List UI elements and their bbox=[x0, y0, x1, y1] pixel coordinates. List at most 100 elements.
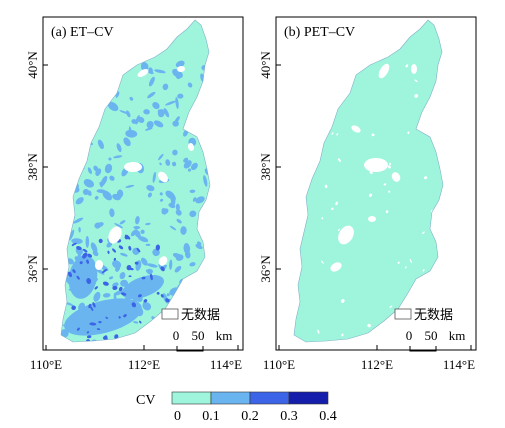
raster-patch bbox=[61, 90, 70, 96]
raster-patch bbox=[85, 235, 90, 248]
raster-patch bbox=[126, 264, 132, 271]
raster-patch bbox=[154, 69, 166, 74]
raster-patch bbox=[192, 197, 197, 202]
raster-patch bbox=[114, 334, 119, 340]
raster-patch bbox=[82, 188, 90, 195]
class-0-0.1-area bbox=[294, 20, 443, 342]
raster-patch bbox=[142, 302, 152, 311]
raster-patch bbox=[131, 302, 137, 308]
raster-patch bbox=[61, 269, 66, 276]
raster-patch bbox=[202, 97, 208, 103]
cv-raster bbox=[294, 20, 443, 342]
raster-patch bbox=[94, 260, 104, 270]
raster-patch bbox=[98, 321, 102, 324]
raster-patch bbox=[96, 328, 101, 331]
raster-patch bbox=[73, 141, 83, 151]
raster-patch bbox=[68, 255, 98, 299]
raster-patch bbox=[359, 61, 362, 64]
raster-patch bbox=[323, 74, 328, 78]
raster-patch bbox=[103, 336, 108, 341]
raster-patch bbox=[321, 260, 324, 264]
raster-patch bbox=[215, 165, 220, 170]
legend-title: CV bbox=[136, 393, 155, 408]
raster-patch bbox=[331, 132, 334, 135]
raster-patch bbox=[109, 208, 115, 218]
raster-patch bbox=[158, 153, 164, 161]
raster-patch bbox=[88, 132, 93, 140]
raster-patch bbox=[120, 292, 127, 296]
raster-patch bbox=[61, 248, 64, 254]
scale-bar: 0 50 km bbox=[406, 328, 465, 352]
raster-patch bbox=[152, 171, 156, 183]
scale-unit: km bbox=[216, 328, 233, 343]
raster-patch bbox=[64, 298, 142, 336]
map-frame bbox=[42, 16, 244, 351]
raster-patch bbox=[109, 175, 115, 181]
raster-patch bbox=[322, 65, 326, 69]
raster-patch bbox=[389, 305, 393, 308]
raster-patch bbox=[140, 229, 145, 234]
raster-patch bbox=[137, 294, 142, 298]
legend-swatch bbox=[171, 391, 212, 405]
raster-patch bbox=[204, 323, 210, 329]
raster-patch bbox=[154, 340, 163, 342]
raster-patch bbox=[207, 277, 210, 283]
raster-patch bbox=[203, 131, 210, 138]
raster-patch bbox=[125, 184, 135, 188]
raster-patch bbox=[168, 345, 175, 348]
raster-patch bbox=[66, 105, 73, 111]
raster-patch bbox=[189, 189, 196, 193]
raster-patch bbox=[214, 106, 221, 114]
raster-patch bbox=[183, 157, 189, 163]
raster-patch bbox=[146, 185, 155, 192]
raster-patch bbox=[94, 99, 104, 108]
raster-patch bbox=[64, 178, 68, 183]
raster-patch bbox=[108, 339, 112, 342]
raster-patch bbox=[153, 333, 158, 339]
raster-patch bbox=[195, 243, 203, 250]
raster-patch bbox=[407, 131, 410, 135]
raster-patch bbox=[115, 91, 120, 98]
raster-patch bbox=[149, 334, 155, 341]
raster-patch bbox=[93, 291, 101, 302]
raster-patch bbox=[196, 241, 202, 246]
raster-patch bbox=[367, 323, 371, 328]
nodata-swatch bbox=[161, 308, 179, 320]
raster-patch bbox=[159, 334, 165, 340]
raster-patch bbox=[61, 290, 63, 296]
raster-patch bbox=[135, 215, 140, 225]
raster-patch bbox=[112, 248, 117, 253]
raster-patch bbox=[331, 207, 334, 210]
raster-patch bbox=[336, 133, 339, 136]
scale-zero: 0 bbox=[173, 328, 180, 343]
legend-break-label: 0.4 bbox=[319, 409, 337, 424]
map-frame bbox=[275, 16, 477, 351]
raster-patch bbox=[79, 261, 83, 265]
raster-patch bbox=[123, 137, 131, 147]
raster-patch bbox=[89, 122, 97, 132]
legend-swatches bbox=[171, 391, 329, 405]
raster-patch bbox=[76, 246, 82, 251]
raster-patch bbox=[179, 288, 185, 292]
raster-patch bbox=[203, 175, 208, 187]
raster-patch bbox=[204, 204, 210, 212]
raster-patch bbox=[113, 155, 123, 159]
raster-patch bbox=[378, 63, 390, 79]
raster-patch bbox=[88, 303, 92, 309]
raster-patch bbox=[368, 193, 373, 197]
raster-patch bbox=[422, 231, 425, 235]
raster-patch bbox=[159, 198, 164, 202]
raster-patch bbox=[388, 190, 391, 193]
raster-patch bbox=[189, 262, 196, 267]
raster-patch bbox=[147, 192, 152, 198]
raster-patch bbox=[115, 67, 120, 73]
scale-bar: 0 50 km bbox=[173, 328, 233, 352]
raster-patch bbox=[143, 299, 148, 303]
raster-patch bbox=[110, 340, 117, 342]
raster-patch bbox=[146, 120, 154, 129]
raster-patch bbox=[108, 157, 112, 161]
y-tick-label: 40°N bbox=[25, 51, 40, 79]
raster-patch bbox=[71, 53, 80, 63]
raster-patch bbox=[65, 302, 74, 306]
